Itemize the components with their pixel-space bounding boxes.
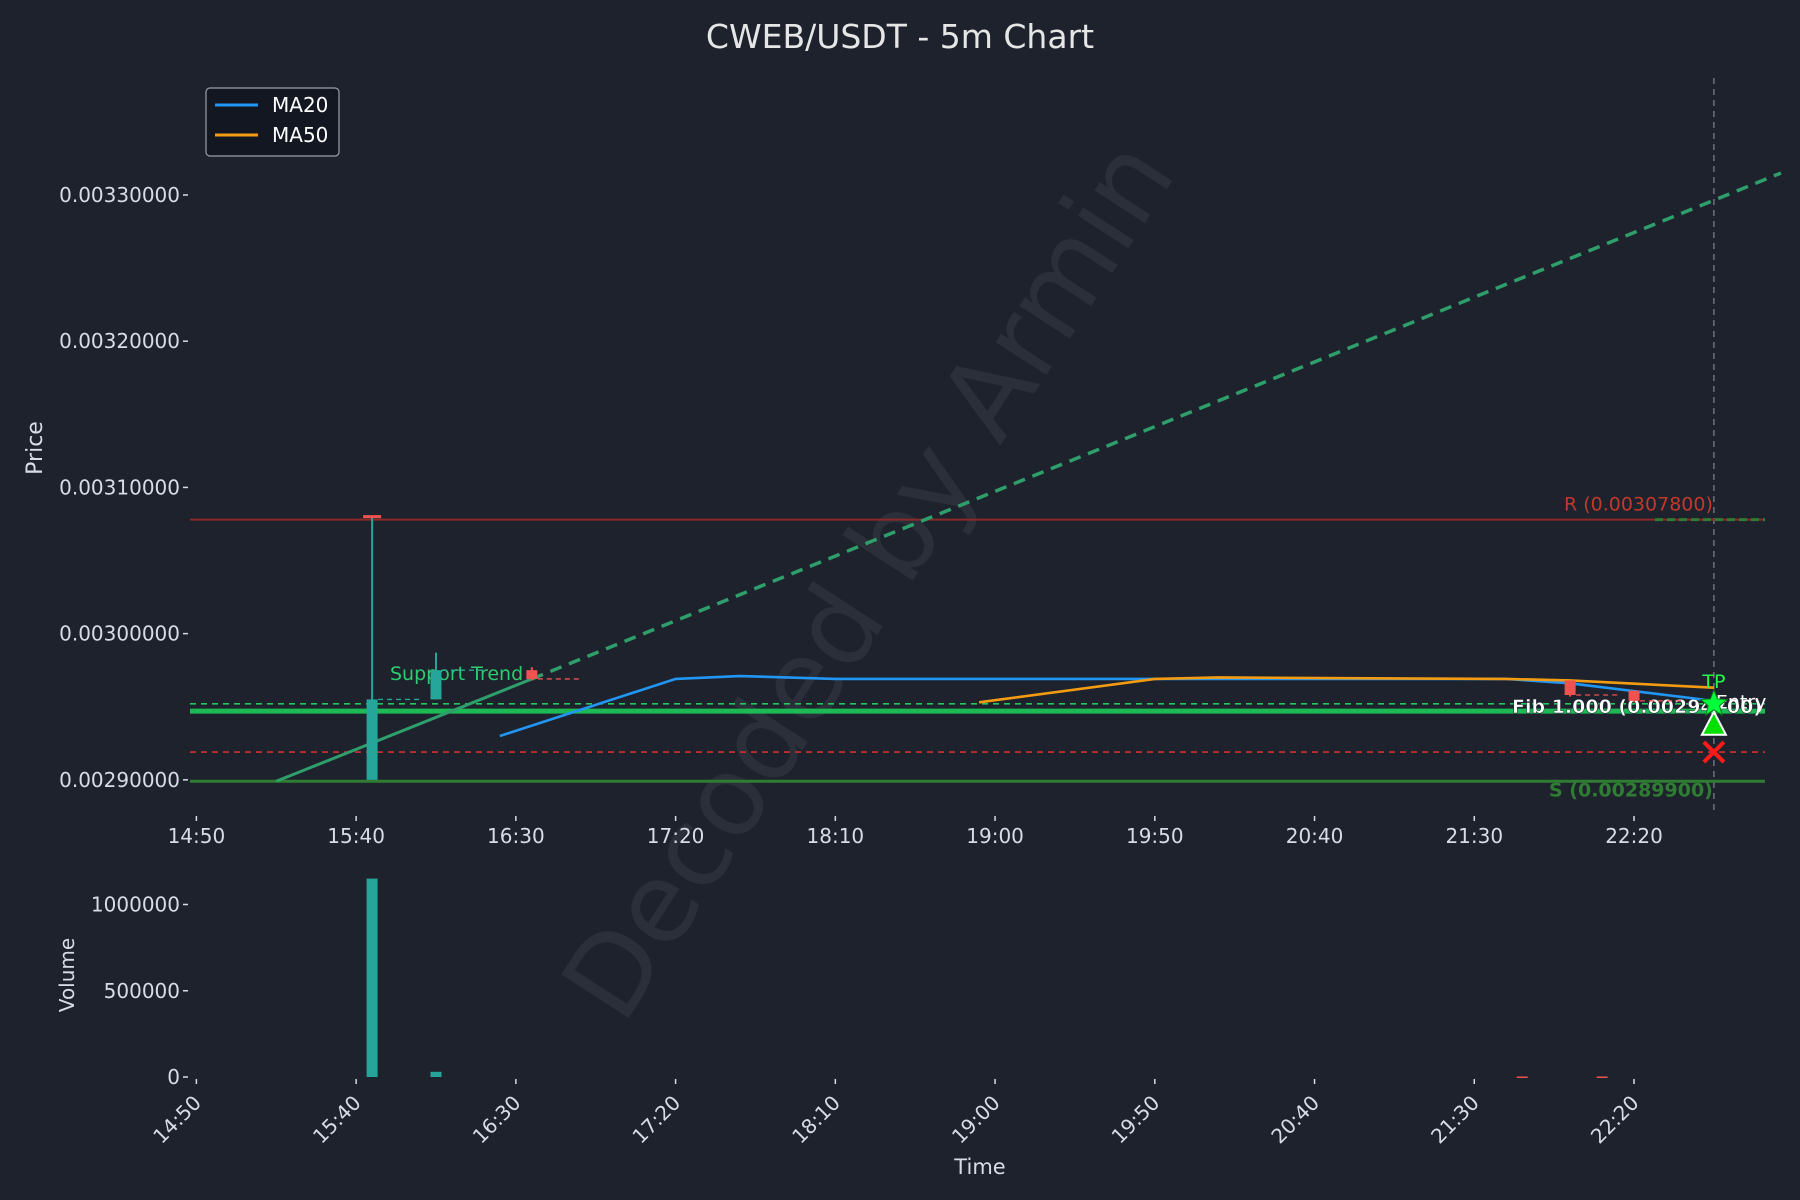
candle-body	[366, 699, 378, 780]
candles	[363, 515, 1685, 780]
support-trend-label: Support Trend	[390, 663, 523, 685]
time-tick-label: 15:40	[327, 824, 385, 848]
take-profit-star-icon	[1699, 688, 1729, 717]
take-profit-label: TP	[1701, 671, 1725, 693]
support-trend-line	[275, 677, 533, 783]
price-tick-label: 0.00300000	[59, 622, 180, 646]
legend: MA20 MA50	[205, 87, 340, 157]
candle-body	[526, 670, 538, 679]
entry-label: Entry	[1716, 692, 1767, 714]
chart-title: CWEB/USDT - 5m Chart	[706, 17, 1094, 56]
time-tick-label: 17:20	[647, 824, 705, 848]
price-tick-label: 0.00310000	[59, 475, 180, 499]
time-tick-label: 22:20	[1605, 824, 1663, 848]
candle-body	[1628, 690, 1640, 701]
volume-tick-label: 1000000	[91, 893, 180, 917]
legend-ma20-label: MA20	[272, 93, 328, 117]
time-tick-label: 14:50	[168, 824, 226, 848]
time-tick-label: 19:50	[1126, 824, 1184, 848]
candle-body	[1564, 680, 1576, 696]
time-axis-title: Time	[953, 1155, 1005, 1179]
candle-body	[430, 670, 442, 700]
axes: 0.00290000 0.00300000 0.00310000 0.00320000…	[59, 183, 1663, 848]
price-axis-title: Price	[23, 421, 48, 475]
series-lines: Support Trend	[275, 171, 1782, 783]
stop-loss-x-icon	[1702, 740, 1726, 764]
fib-label: Fib 1.000 (0.00294700)	[1512, 696, 1762, 718]
resistance-label: R (0.00307800)	[1564, 494, 1713, 516]
support-trend-projection	[531, 171, 1782, 681]
volume-bar	[1596, 1076, 1608, 1078]
support-label: S (0.00289900)	[1549, 779, 1713, 801]
legend-ma50-label: MA50	[272, 123, 328, 147]
time-tick-label: 19:00	[966, 824, 1024, 848]
volume-tick-label: 500000	[104, 979, 180, 1003]
volume-bar	[1516, 1076, 1528, 1078]
time-tick-label: 20:40	[1286, 824, 1344, 848]
volume-axis-title: Volume	[55, 938, 79, 1012]
price-tick-label: 0.00330000	[59, 183, 180, 207]
price-tick-label: 0.00290000	[59, 768, 180, 792]
volume-bar	[366, 878, 378, 1077]
time-tick-label: 21:30	[1445, 824, 1503, 848]
time-tick-label: 18:10	[807, 824, 865, 848]
volume-bar	[430, 1071, 442, 1077]
time-tick-label: 16:30	[487, 824, 545, 848]
volume-tick-label: 0	[167, 1065, 180, 1089]
ma50-line	[978, 676, 1714, 704]
entry-triangle-icon	[1700, 709, 1728, 736]
price-tick-label: 0.00320000	[59, 329, 180, 353]
